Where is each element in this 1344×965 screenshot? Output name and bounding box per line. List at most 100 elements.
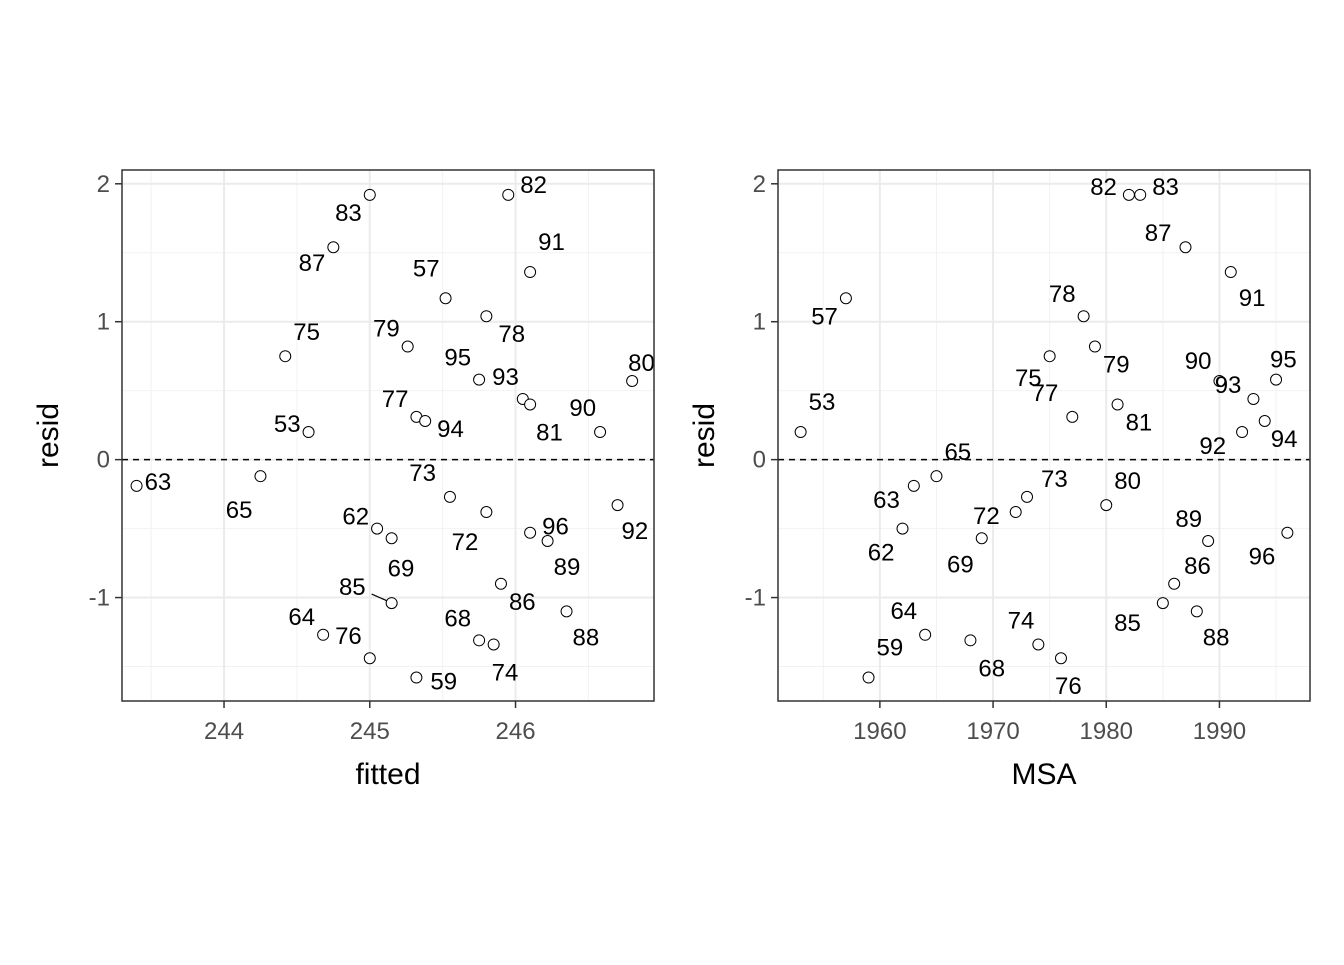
data-point [473, 634, 486, 647]
data-point [964, 634, 977, 647]
point-label: 83 [335, 200, 362, 227]
data-point [419, 415, 432, 428]
data-point [1190, 605, 1203, 618]
point-label: 53 [809, 389, 836, 416]
point-label: 87 [1145, 220, 1172, 247]
point-label: 95 [444, 345, 471, 372]
data-point [611, 499, 624, 512]
x-tick-label: 1990 [1193, 718, 1246, 745]
x-axis-title: MSA [1011, 758, 1076, 791]
point-label: 73 [409, 460, 436, 487]
x-tick-label: 245 [350, 718, 390, 745]
point-label: 77 [1032, 380, 1059, 407]
data-point [279, 350, 292, 363]
data-point [1247, 392, 1260, 405]
point-label: 64 [288, 604, 315, 631]
data-point [794, 426, 807, 439]
data-point [907, 479, 920, 492]
point-label: 77 [382, 386, 409, 413]
data-point [1066, 410, 1079, 423]
data-point [363, 188, 376, 201]
data-point [443, 490, 456, 503]
data-point [1077, 310, 1090, 323]
point-label: 76 [335, 623, 362, 650]
data-point [401, 340, 414, 353]
data-point [1281, 526, 1294, 539]
point-label: 68 [444, 605, 471, 632]
point-label: 81 [1126, 409, 1153, 436]
data-point [1122, 188, 1135, 201]
point-label: 87 [299, 250, 326, 277]
y-tick-label: 1 [753, 309, 766, 336]
point-label: 81 [536, 419, 563, 446]
data-point [919, 628, 932, 641]
point-label: 83 [1152, 174, 1179, 201]
data-point [560, 605, 573, 618]
point-label: 75 [1015, 365, 1042, 392]
data-point [975, 532, 988, 545]
point-label: 73 [1041, 466, 1068, 493]
point-label: 85 [1114, 610, 1141, 637]
data-point [1156, 597, 1169, 610]
x-tick-label: 1970 [966, 718, 1019, 745]
point-label: 94 [437, 416, 464, 443]
y-tick-label: 2 [753, 171, 766, 198]
label-leader-line [371, 593, 388, 602]
y-tick-label: 1 [97, 309, 110, 336]
data-point [363, 652, 376, 665]
data-point [1134, 188, 1147, 201]
point-label: 91 [538, 229, 565, 256]
point-label: 62 [342, 504, 369, 531]
point-label: 68 [978, 655, 1005, 682]
data-point [385, 597, 398, 610]
data-point [524, 398, 537, 411]
y-axis-title: resid [32, 403, 65, 468]
point-label: 82 [1090, 174, 1117, 201]
data-point [626, 375, 639, 388]
data-point [327, 241, 340, 254]
point-label: 90 [1185, 348, 1212, 375]
data-point [541, 535, 554, 548]
point-label: 80 [628, 350, 655, 377]
point-label: 78 [1049, 281, 1076, 308]
data-point [1179, 241, 1192, 254]
data-point [1100, 499, 1113, 512]
data-point [502, 188, 515, 201]
data-point [524, 266, 537, 279]
data-point [1009, 506, 1022, 519]
data-point [410, 671, 423, 684]
data-point [1088, 340, 1101, 353]
point-label: 69 [947, 551, 974, 578]
data-point [1168, 577, 1181, 590]
point-label: 74 [492, 659, 519, 686]
point-label: 93 [1215, 372, 1242, 399]
data-point [896, 522, 909, 535]
data-point [1236, 426, 1249, 439]
point-label: 63 [145, 469, 172, 496]
x-tick-label: 1980 [1080, 718, 1133, 745]
point-label: 79 [1103, 352, 1130, 379]
point-label: 74 [1008, 607, 1035, 634]
point-label: 57 [811, 303, 838, 330]
point-label: 53 [274, 411, 301, 438]
point-label: 85 [339, 574, 366, 601]
data-point [1202, 535, 1215, 548]
point-label: 90 [569, 395, 596, 422]
y-tick-label: 0 [753, 447, 766, 474]
point-label: 59 [877, 635, 904, 662]
panel-fitted: 63 65 75 53 64 87 76 83 62 69 85 79 77 59 94 57 73 95 68 78… [32, 169, 655, 791]
panel-msa: 53 57 59 62 63 64 65 68 69 72 73 74 75 76 77 78 79 80 81 82… [688, 169, 1311, 791]
x-tick-label: 1960 [853, 718, 906, 745]
data-point [473, 373, 486, 386]
data-point [371, 522, 384, 535]
data-point [385, 532, 398, 545]
data-point [524, 526, 537, 539]
point-label: 78 [498, 321, 525, 348]
point-label: 79 [373, 316, 400, 343]
point-label: 95 [1270, 347, 1297, 374]
point-label: 88 [1203, 624, 1230, 651]
point-label: 65 [226, 497, 253, 524]
data-point [1043, 350, 1056, 363]
x-axis-title: fitted [355, 758, 420, 791]
